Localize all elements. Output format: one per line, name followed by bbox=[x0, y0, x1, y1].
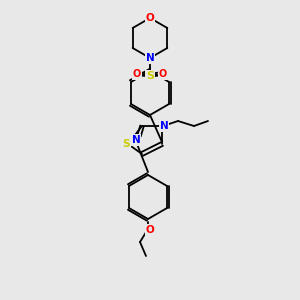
Text: S: S bbox=[122, 139, 130, 149]
Text: S: S bbox=[146, 71, 154, 81]
Text: N: N bbox=[132, 135, 140, 145]
Text: O: O bbox=[133, 69, 141, 79]
Text: O: O bbox=[146, 225, 154, 235]
Text: N: N bbox=[160, 121, 168, 131]
Text: N: N bbox=[146, 53, 154, 63]
Text: O: O bbox=[146, 13, 154, 23]
Text: O: O bbox=[159, 69, 167, 79]
